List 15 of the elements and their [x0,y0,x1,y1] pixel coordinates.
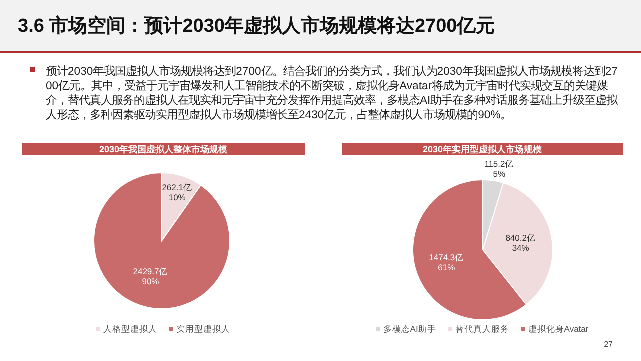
data-label: 262.1亿 10% [162,182,192,202]
data-label: 1474.3亿 61% [429,252,464,273]
data-label: 840.2亿 34% [506,232,536,253]
legend-label: 多模态AI助手 [383,324,436,334]
data-label: 2429.7亿 90% [133,266,168,287]
chart-title: 2030年实用型虚拟人市场规模 [422,144,544,154]
chart-title: 2030年我国虚拟人整体市场规模 [99,144,229,154]
legend-label: 虚拟化身Avatar [528,324,589,334]
text: 3.6 市场空间：预计2030年虚拟人市场规模将达2700亿元 [18,15,496,37]
legend-label: 替代真人服务 [455,324,510,334]
data-label: 115.2亿 5% [484,158,514,179]
text: 预计2030年我国虚拟人市场规模将达到2700亿。结合我们的分类方式，我们认为2030年我国虚拟人市场规模将达到2700亿元。其中，受益于元宇宙爆发和人工智能技术的不断突破，虚拟化身Avatar将成为元宇宙时代实现交互的关键媒介，替代真人服务的虚拟人在现实和元宇宙中充分发挥作用提高效率，多模态AI助手在多种对话服务基础上升级至虚拟人形态，多种因素驱动实用型虚拟人市场规模增长至2430亿元，占整体虚拟人市场规模的90%。 [46,65,619,122]
text: 27 [604,340,614,349]
legend-label: 实用型虚拟人 [176,324,230,334]
legend-label: 人格型虚拟人 [104,324,158,334]
